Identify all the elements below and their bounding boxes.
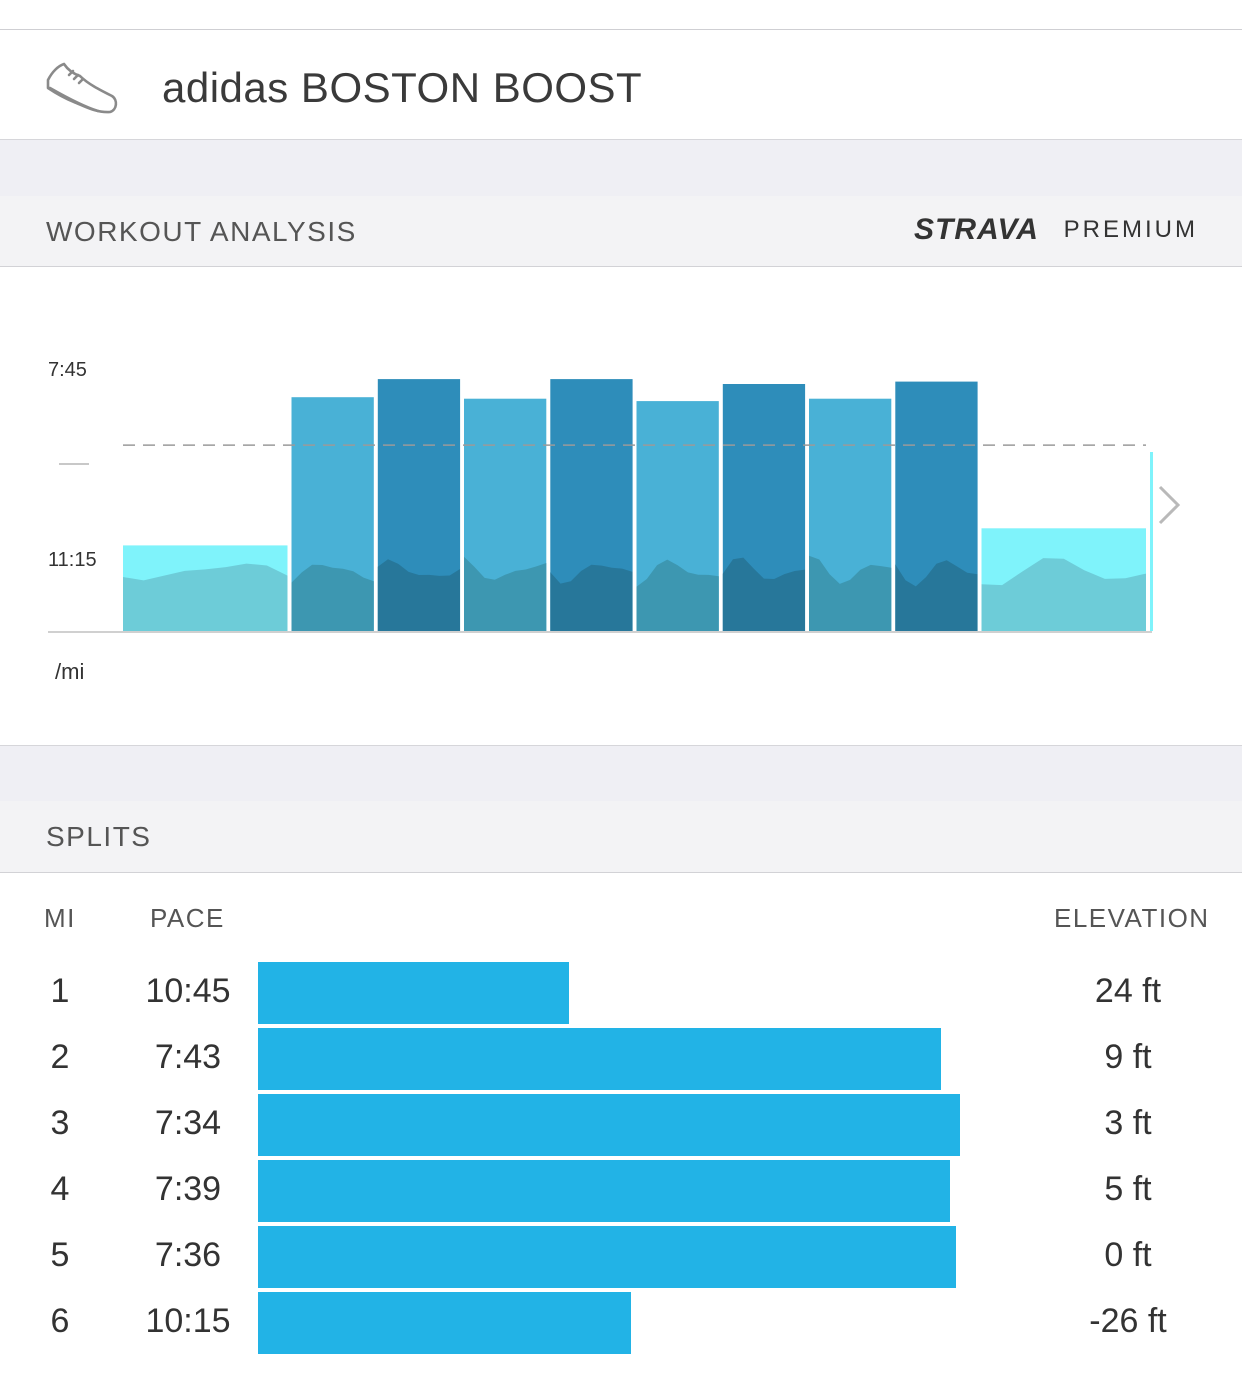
workout-analysis-chart[interactable]: 7:45 11:15 /mi xyxy=(0,267,1242,745)
split-pace: 7:36 xyxy=(154,1236,222,1274)
elevation-profile xyxy=(722,557,805,631)
split-mile: 5 xyxy=(50,1236,70,1274)
column-header-mi: MI xyxy=(44,903,76,933)
split-pace: 7:43 xyxy=(154,1038,222,1076)
split-elevation: 9 ft xyxy=(1104,1038,1152,1076)
gear-row[interactable]: adidas BOSTON BOOST xyxy=(0,30,1242,139)
elevation-profile xyxy=(377,559,460,631)
split-row[interactable]: 2 7:43 9 ft xyxy=(0,1028,1242,1090)
section-title: WORKOUT ANALYSIS xyxy=(46,216,357,247)
elevation-profile xyxy=(636,559,719,631)
split-pace-bar xyxy=(258,1028,941,1090)
split-row[interactable]: 5 7:36 0 ft xyxy=(0,1226,1242,1288)
split-pace-bar xyxy=(258,1226,956,1288)
y-tick-label: 7:45 xyxy=(48,359,87,381)
gear-name: adidas BOSTON BOOST xyxy=(162,64,643,111)
elevation-profile xyxy=(895,560,978,631)
split-mile: 4 xyxy=(50,1170,70,1208)
split-pace: 10:45 xyxy=(145,972,231,1010)
pace-chart xyxy=(48,379,1153,633)
split-pace: 7:39 xyxy=(154,1170,222,1208)
y-tick-label: 11:15 xyxy=(48,549,97,571)
split-elevation: -26 ft xyxy=(1089,1302,1167,1340)
split-pace: 10:15 xyxy=(145,1302,231,1340)
split-elevation: 0 ft xyxy=(1104,1236,1152,1274)
splits-header: SPLITS xyxy=(0,801,1242,873)
unit-label: /mi xyxy=(55,659,85,684)
strava-logo-text: STRAVA xyxy=(914,213,1039,243)
section-gap xyxy=(0,745,1242,802)
split-mile: 1 xyxy=(50,972,70,1010)
split-pace-bar xyxy=(258,1292,631,1354)
split-elevation: 3 ft xyxy=(1104,1104,1152,1142)
split-pace: 7:34 xyxy=(154,1104,222,1142)
elevation-profile xyxy=(981,558,1146,631)
elevation-profile xyxy=(809,555,892,631)
split-row[interactable]: 4 7:39 5 ft xyxy=(0,1160,1242,1222)
split-mile: 6 xyxy=(50,1302,70,1340)
section-title: SPLITS xyxy=(46,821,152,852)
elevation-profile xyxy=(123,563,288,631)
y-tick-mark xyxy=(59,463,89,465)
split-row[interactable]: 3 7:34 3 ft xyxy=(0,1094,1242,1156)
column-header-elevation: ELEVATION xyxy=(1054,903,1210,933)
top-divider xyxy=(0,29,1242,30)
strava-premium-label: PREMIUM xyxy=(1063,216,1198,243)
split-mile: 3 xyxy=(50,1104,70,1142)
splits-table: MI PACE ELEVATION 1 10:45 24 ft 2 7:43 9 ft 3 7… xyxy=(0,873,1242,1373)
strava-logo: STRAVA xyxy=(914,213,1039,243)
column-header-pace: PACE xyxy=(150,903,225,933)
split-pace-bar xyxy=(258,962,569,1024)
elevation-profile xyxy=(464,556,547,631)
split-row[interactable]: 1 10:45 24 ft xyxy=(0,962,1242,1024)
shoe-icon xyxy=(44,58,120,120)
workout-analysis-header: WORKOUT ANALYSIS STRAVA PREMIUM xyxy=(0,196,1242,267)
split-elevation: 24 ft xyxy=(1094,972,1162,1010)
split-row[interactable]: 6 10:15 -26 ft xyxy=(0,1292,1242,1354)
chart-edge-indicator xyxy=(1150,452,1153,631)
chevron-right-icon[interactable] xyxy=(1152,481,1186,529)
split-elevation: 5 ft xyxy=(1104,1170,1152,1208)
split-pace-bar xyxy=(258,1094,960,1156)
elevation-profile xyxy=(291,564,374,631)
section-gap xyxy=(0,139,1242,197)
split-pace-bar xyxy=(258,1160,950,1222)
elevation-profile xyxy=(550,564,633,631)
split-mile: 2 xyxy=(50,1038,70,1076)
